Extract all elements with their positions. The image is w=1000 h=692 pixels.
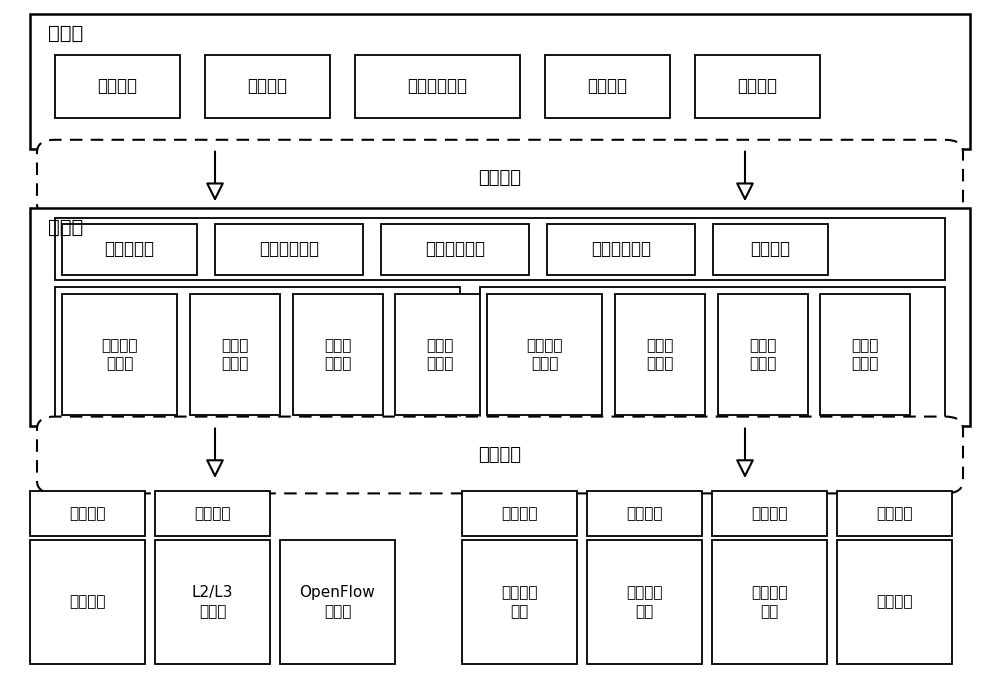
- Bar: [205, 55, 330, 118]
- Bar: [837, 540, 952, 664]
- Bar: [462, 540, 577, 664]
- Text: 南向协议: 南向协议: [479, 446, 522, 464]
- Bar: [155, 540, 270, 664]
- Text: 协议代理: 协议代理: [626, 507, 663, 521]
- Text: 单域拓
扑管理: 单域拓 扑管理: [221, 338, 249, 372]
- Text: 近地轨道
卫星: 近地轨道 卫星: [501, 585, 538, 619]
- Bar: [190, 294, 280, 415]
- Text: 卫星网络
控制器: 卫星网络 控制器: [526, 338, 563, 372]
- Text: L2/L3
交换机: L2/L3 交换机: [192, 585, 233, 619]
- Text: 控制层: 控制层: [48, 218, 83, 237]
- Text: 应急通信: 应急通信: [98, 78, 138, 95]
- Bar: [545, 55, 670, 118]
- Bar: [615, 294, 705, 415]
- Text: 域内资
源调度: 域内资 源调度: [426, 338, 454, 372]
- Bar: [480, 287, 945, 419]
- Bar: [718, 294, 808, 415]
- Bar: [62, 294, 177, 415]
- Bar: [62, 224, 197, 275]
- Bar: [713, 224, 828, 275]
- Text: 地面网络
控制器: 地面网络 控制器: [101, 338, 138, 372]
- Text: 协议代理: 协议代理: [501, 507, 538, 521]
- FancyBboxPatch shape: [37, 417, 963, 493]
- Bar: [280, 540, 395, 664]
- Bar: [30, 208, 970, 426]
- Bar: [55, 55, 180, 118]
- Bar: [587, 491, 702, 536]
- Text: 协议代理: 协议代理: [751, 507, 788, 521]
- Text: 中距轨道
卫星: 中距轨道 卫星: [626, 585, 663, 619]
- Bar: [712, 491, 827, 536]
- Text: 单域控
制功能: 单域控 制功能: [646, 338, 674, 372]
- Bar: [30, 14, 970, 149]
- Bar: [395, 294, 485, 415]
- Text: 协议代理: 协议代理: [69, 507, 106, 521]
- Bar: [30, 540, 145, 664]
- Text: 深空探测: 深空探测: [588, 78, 628, 95]
- Bar: [381, 224, 529, 275]
- FancyBboxPatch shape: [37, 140, 963, 217]
- Text: 偏远地区通信: 偏远地区通信: [408, 78, 468, 95]
- Bar: [55, 287, 460, 419]
- Text: 全网拓扑管理: 全网拓扑管理: [259, 240, 319, 258]
- Bar: [712, 540, 827, 664]
- Bar: [820, 294, 910, 415]
- Text: 统一接口: 统一接口: [750, 240, 790, 258]
- Text: 北向协议: 北向协议: [479, 169, 522, 188]
- Text: 光交换机: 光交换机: [69, 594, 106, 610]
- Text: 应用层: 应用层: [48, 24, 83, 43]
- Text: 卫星状
态调整: 卫星状 态调整: [851, 338, 879, 372]
- Bar: [837, 491, 952, 536]
- Text: 域内路
径计算: 域内路 径计算: [324, 338, 352, 372]
- Text: OpenFlow
交换机: OpenFlow 交换机: [300, 585, 375, 619]
- Bar: [547, 224, 695, 275]
- Bar: [155, 491, 270, 536]
- Bar: [215, 224, 363, 275]
- Bar: [462, 491, 577, 536]
- Bar: [487, 294, 602, 415]
- Text: 卫星基站: 卫星基站: [876, 594, 913, 610]
- Text: 军事通信: 军事通信: [738, 78, 778, 95]
- Text: 同步轨道
卫星: 同步轨道 卫星: [751, 585, 788, 619]
- Bar: [30, 491, 145, 536]
- Bar: [355, 55, 520, 118]
- Text: 定位导航: 定位导航: [247, 78, 287, 95]
- Text: 协议代理: 协议代理: [876, 507, 913, 521]
- Bar: [293, 294, 383, 415]
- Text: 跨域路径计算: 跨域路径计算: [425, 240, 485, 258]
- Bar: [695, 55, 820, 118]
- Bar: [587, 540, 702, 664]
- Text: 协议代理: 协议代理: [194, 507, 231, 521]
- Bar: [55, 218, 945, 280]
- Text: 卫星轨
道计算: 卫星轨 道计算: [749, 338, 777, 372]
- Text: 多域控制器: 多域控制器: [104, 240, 154, 258]
- Text: 全网负载均衡: 全网负载均衡: [591, 240, 651, 258]
